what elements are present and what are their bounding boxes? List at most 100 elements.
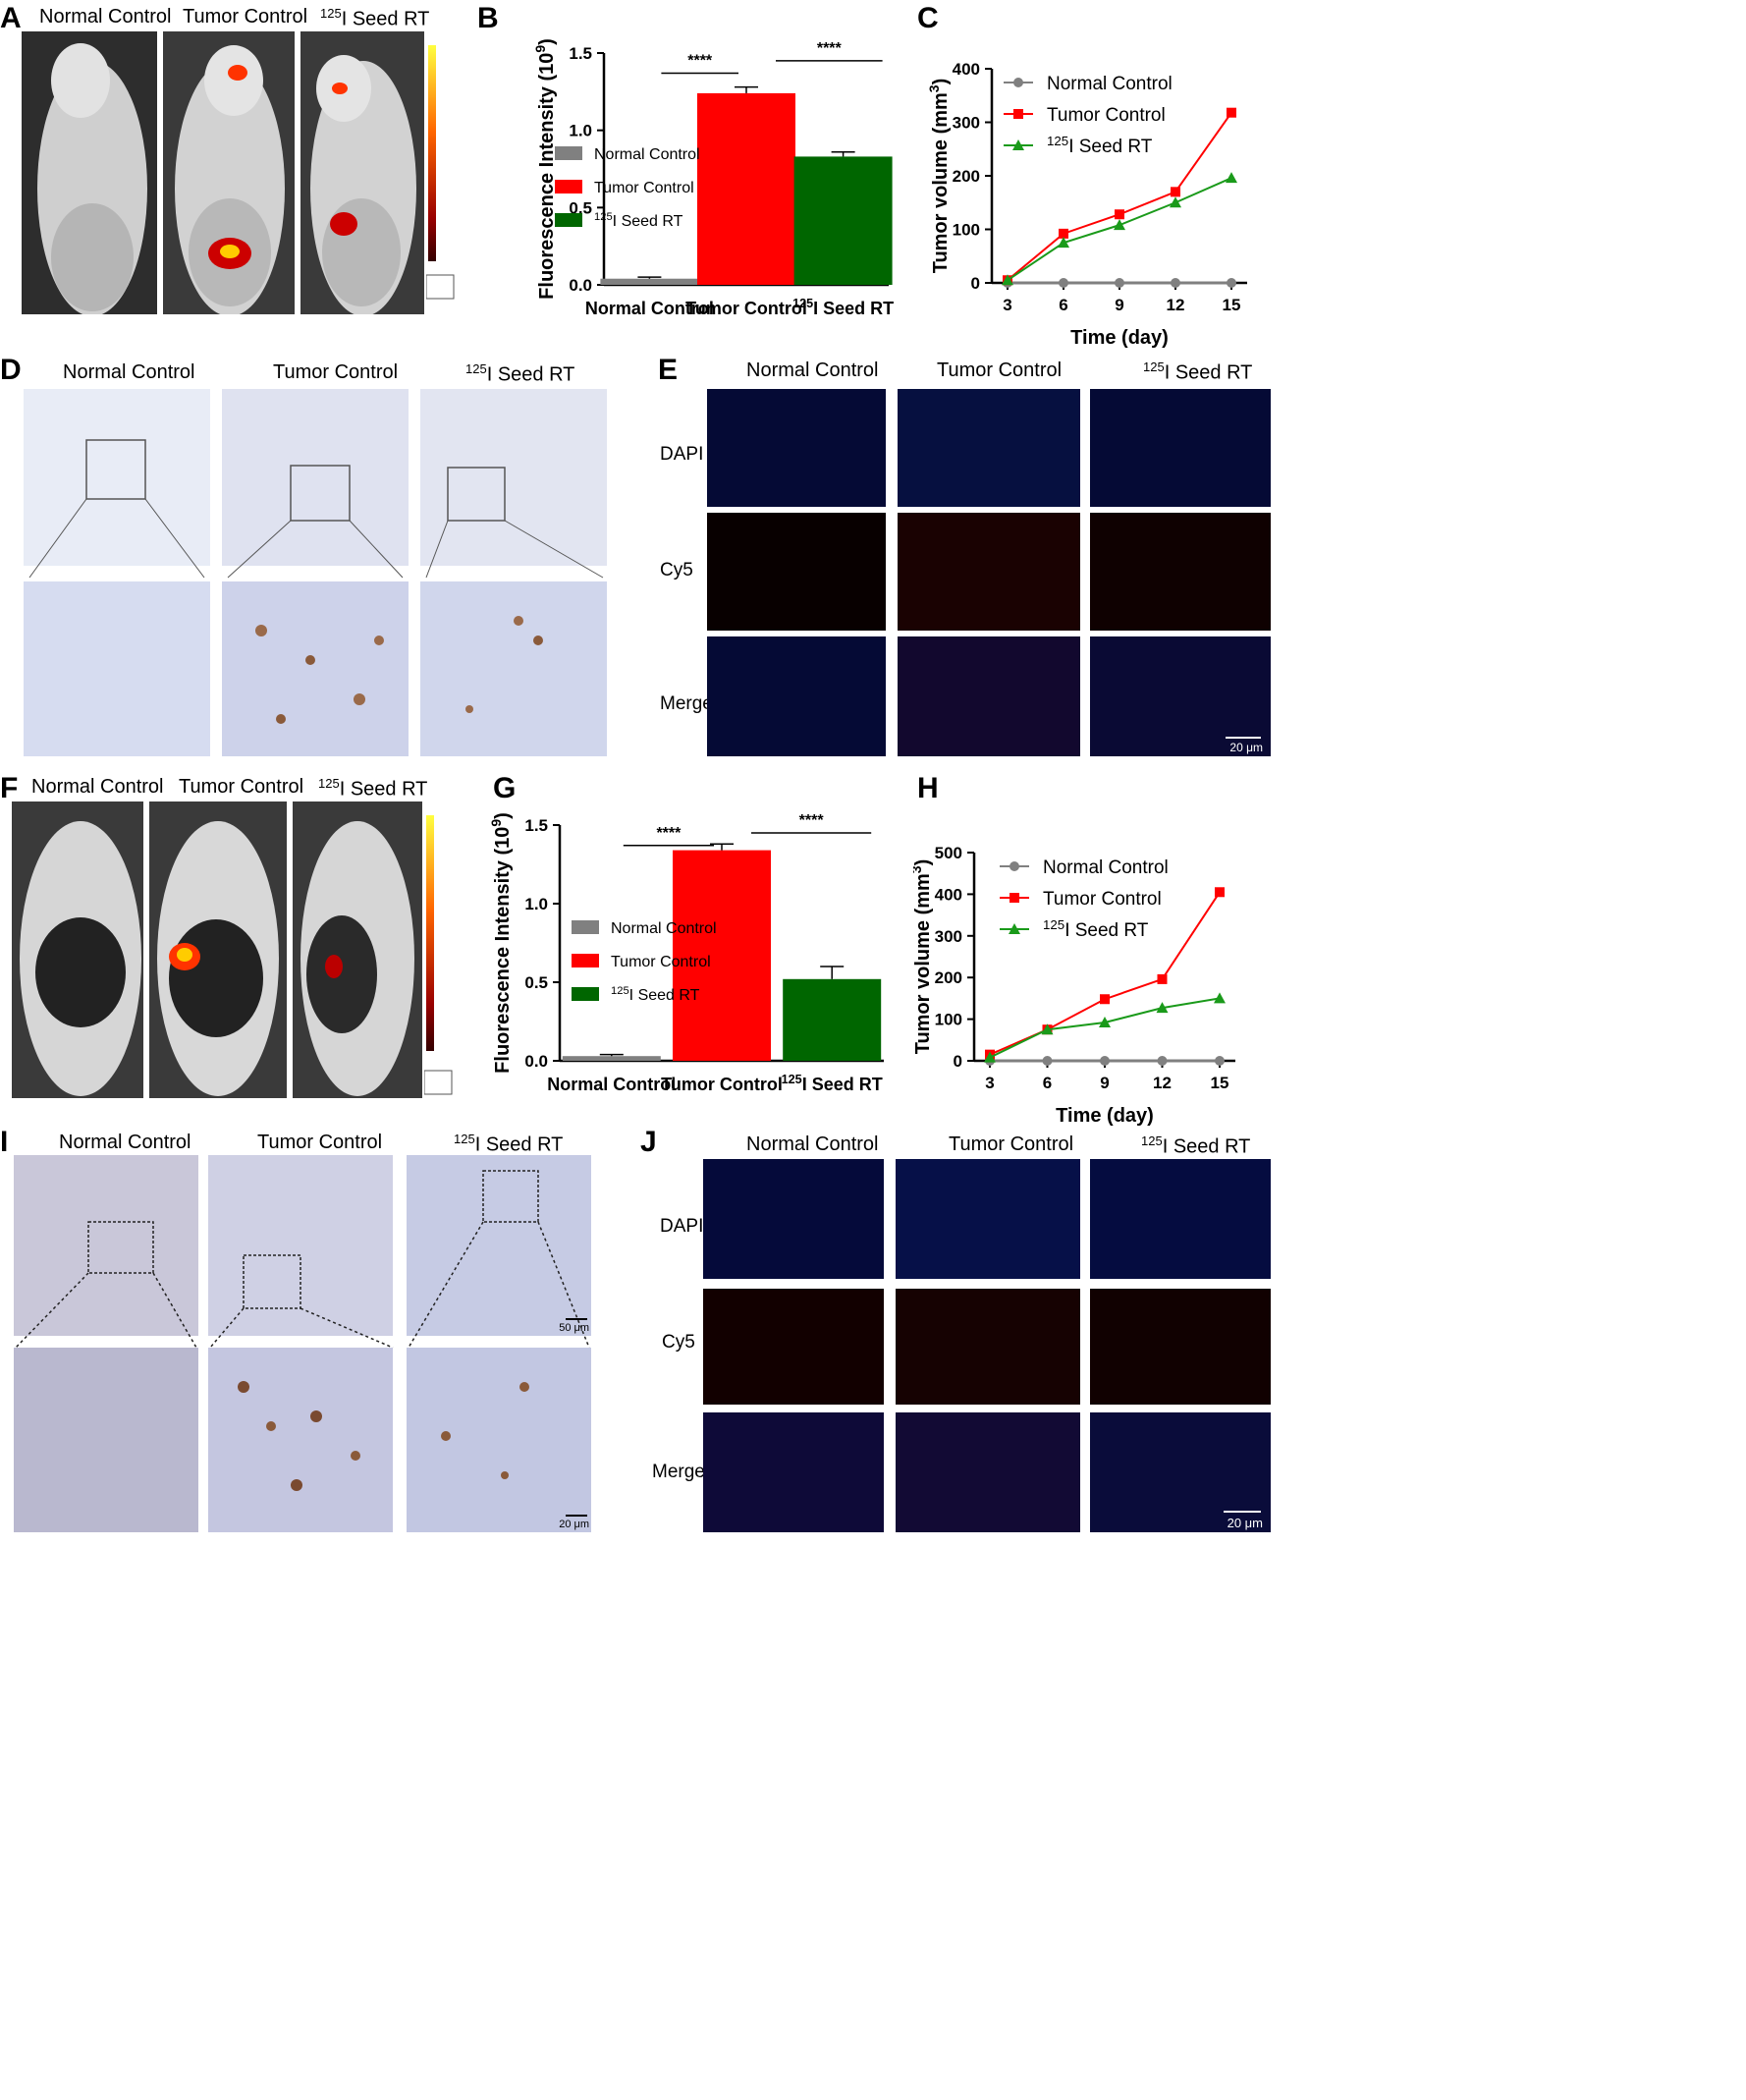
a-label-tumor: Tumor Control [183,6,308,28]
legend-swatch [555,180,582,193]
bar [783,978,882,1061]
i-ihc-tumor-high [208,1348,393,1532]
data-point [984,1051,996,1063]
y-tick-label: 0.0 [524,1052,548,1071]
f-label-normal: Normal Control [31,776,164,798]
chart-h: 0 100 200 300 400 500 3 6 9 12 15 Time (day) Tumor v… [913,844,1235,1127]
legend-label: 125I Seed RT [611,985,700,1004]
panel-letter-f: F [0,772,19,804]
x-tick-label: 125I Seed RT [782,1073,883,1094]
y-tick-label: 200 [935,968,962,987]
e-cy5-seed [1090,513,1271,631]
j-label-tumor: Tumor Control [949,1133,1074,1155]
legend-label: Tumor Control [594,180,694,196]
legend-label: 125I Seed RT [594,211,683,230]
e-row-merge: Merge [660,693,713,714]
data-point [1115,278,1124,288]
j-cy5-seed [1090,1289,1271,1405]
legend-swatch [555,213,582,227]
y-tick-label: 200 [953,167,980,186]
legend-swatch [572,920,599,934]
legend-label: Tumor Control [1047,105,1166,126]
data-point [1042,1056,1053,1066]
i-scale-text-bottom: 20 μm [559,1519,589,1530]
data-point [1157,1056,1168,1066]
j-row-merge: Merge [652,1462,705,1482]
x-tick-label: 15 [1211,1074,1229,1092]
legend-label: Normal Control [594,146,700,163]
x-tick-label: Tumor Control [685,299,807,318]
a-mouse-normal [22,31,157,314]
e-label-seed: 125I Seed RT [1143,359,1253,384]
e-merge-tumor [898,636,1080,756]
a-color-scale [425,39,456,304]
i-zoom-lines [15,1221,590,1349]
j-row-dapi: DAPI [660,1216,704,1237]
y-tick-label: 500 [935,844,962,862]
a-label-seed: 125I Seed RT [320,6,430,30]
x-tick-label: 6 [1043,1074,1052,1092]
e-row-cy5: Cy5 [660,560,693,580]
significance-label: **** [687,52,713,69]
j-merge-normal [703,1412,884,1532]
legend-marker [1009,923,1020,934]
a-label-normal: Normal Control [39,6,172,28]
data-point [1215,1056,1225,1066]
f-mouse-seed [293,801,422,1098]
x-tick-label: Normal Control [547,1075,676,1094]
x-tick-label: 9 [1115,296,1123,314]
i-scale-text-top: 50 μm [559,1322,589,1334]
data-point [1099,1016,1111,1027]
x-tick-label: 6 [1059,296,1067,314]
e-label-tumor: Tumor Control [937,359,1063,381]
x-tick-label: 12 [1167,296,1185,314]
a-mouse-tumor [163,31,295,314]
data-point [1226,172,1237,184]
j-dapi-normal [703,1159,884,1279]
e-merge-seed: 20 μm [1090,636,1271,756]
y-axis-label: Fluorescence Intensity (109) [532,38,558,300]
j-merge-tumor [896,1412,1080,1532]
y-tick-label: 0.0 [569,276,592,295]
f-mouse-normal [12,801,143,1098]
y-tick-label: 1.5 [524,816,548,835]
x-tick-label: Tumor Control [661,1075,783,1094]
y-tick-label: 1.0 [569,122,592,140]
j-cy5-normal [703,1289,884,1405]
i-label-normal: Normal Control [59,1132,191,1153]
e-dapi-normal [707,389,886,507]
data-point [1171,278,1180,288]
i-ihc-normal-low [14,1155,198,1336]
data-point [1100,1056,1110,1066]
panel-letter-j: J [640,1126,657,1158]
i-label-seed: 125I Seed RT [454,1132,564,1156]
d-ihc-seed-low [420,389,607,566]
data-point [1059,278,1068,288]
data-point [1157,973,1168,984]
panel-letter-h: H [917,772,939,804]
legend-label: Normal Control [1047,74,1173,94]
legend-marker [1013,109,1023,119]
j-merge-seed: 20 μm [1090,1412,1271,1532]
legend-label: Tumor Control [1043,889,1162,910]
j-scale-text: 20 μm [1227,1516,1263,1530]
x-axis-label: Time (day) [1070,327,1169,349]
legend-marker [1012,139,1024,150]
x-tick-label: 3 [985,1074,994,1092]
data-point [1059,228,1068,239]
data-point [1115,209,1124,220]
y-tick-label: 0.5 [524,973,548,992]
legend-label: Tumor Control [611,954,711,970]
f-label-tumor: Tumor Control [179,776,304,798]
j-row-cy5: Cy5 [662,1332,695,1353]
data-point [1170,196,1181,208]
x-tick-label: 12 [1153,1074,1172,1092]
data-point [1058,237,1069,249]
d-zoom-lines [28,498,604,579]
legend-marker [1013,78,1023,87]
y-tick-label: 1.0 [524,895,548,913]
y-tick-label: 1.5 [569,44,592,63]
panel-letter-d: D [0,354,22,386]
e-scale-line [1226,737,1261,739]
d-ihc-tumor-low [222,389,409,566]
